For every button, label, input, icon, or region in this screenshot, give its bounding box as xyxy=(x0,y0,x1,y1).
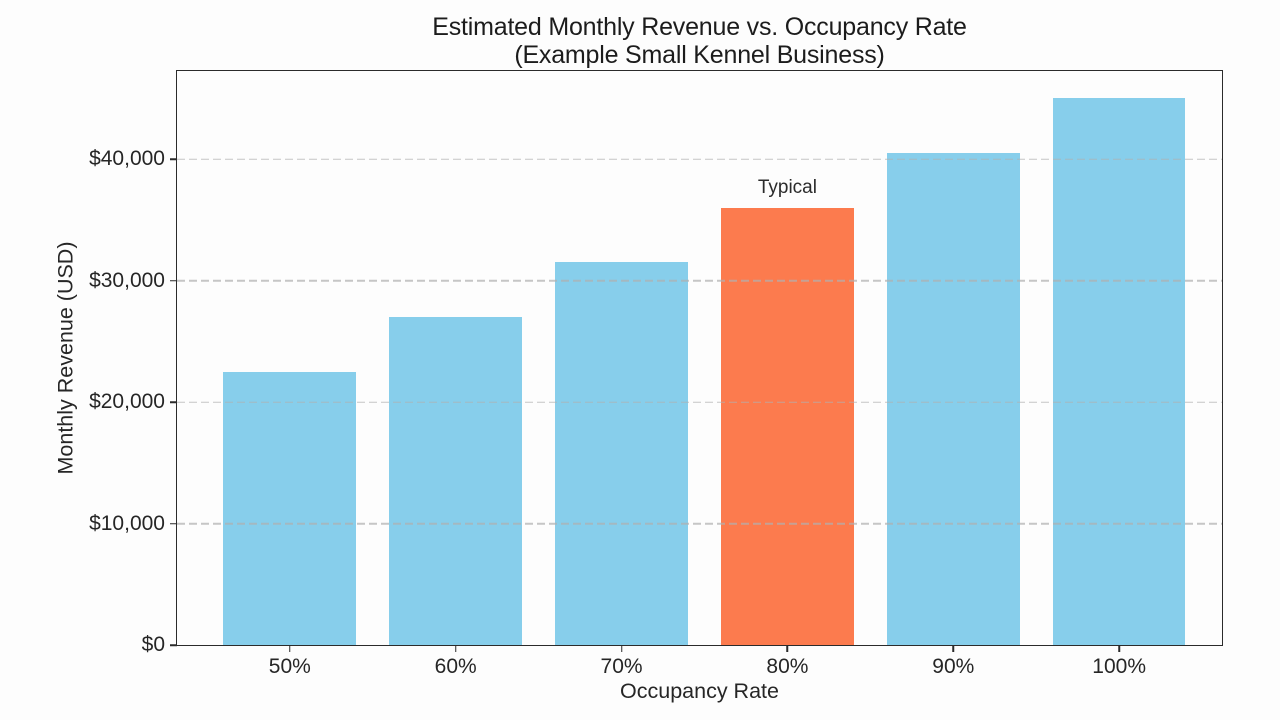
y-tick-mark xyxy=(170,158,177,160)
x-axis-label: Occupancy Rate xyxy=(620,679,779,703)
y-tick-mark xyxy=(170,401,177,403)
x-tick-label: 50% xyxy=(268,655,311,678)
y-tick-mark xyxy=(170,522,177,525)
chart-title-block: Estimated Monthly Revenue vs. Occupancy … xyxy=(176,13,1223,69)
x-tick-label: 60% xyxy=(434,655,477,678)
chart-title: Estimated Monthly Revenue vs. Occupancy … xyxy=(432,13,967,41)
bar-70% xyxy=(555,262,688,645)
x-tick-label: 80% xyxy=(766,655,809,678)
bar-80% xyxy=(721,207,854,645)
x-tick-mark xyxy=(786,645,789,652)
y-tick-label: $40,000 xyxy=(89,147,165,171)
x-tick-mark xyxy=(952,645,955,652)
bar-90% xyxy=(886,153,1020,645)
x-tick-label: 70% xyxy=(600,655,643,678)
x-tick-mark xyxy=(454,645,457,652)
y-tick-label: $10,000 xyxy=(89,511,165,535)
y-tick-label: $30,000 xyxy=(89,268,165,292)
chart-subtitle: (Example Small Kennel Business) xyxy=(514,41,885,69)
y-tick-mark xyxy=(170,644,177,646)
bar-50% xyxy=(223,371,357,645)
x-tick-mark xyxy=(289,645,291,652)
plot-area: $0 $10,000 $20,000 $30,000 $40,000 50% 60% 70% 8… xyxy=(89,70,1223,678)
x-tick-label: 100% xyxy=(1092,655,1147,678)
annotation-typical: Typical xyxy=(757,176,817,198)
y-tick-label: $20,000 xyxy=(89,390,165,414)
gridline-10000 xyxy=(177,522,1222,525)
gridline-30000 xyxy=(177,279,1222,282)
gridline-20000 xyxy=(177,401,1222,403)
x-tick-mark xyxy=(1118,645,1120,652)
y-tick-mark xyxy=(170,279,177,282)
x-tick-mark xyxy=(620,645,623,652)
x-tick-label: 90% xyxy=(932,655,975,678)
gridline-40000 xyxy=(177,158,1222,160)
y-tick-label: $0 xyxy=(141,633,165,656)
bar-100% xyxy=(1052,98,1186,645)
bar-60% xyxy=(389,317,522,645)
y-axis-label: Monthly Revenue (USD) xyxy=(53,241,78,475)
